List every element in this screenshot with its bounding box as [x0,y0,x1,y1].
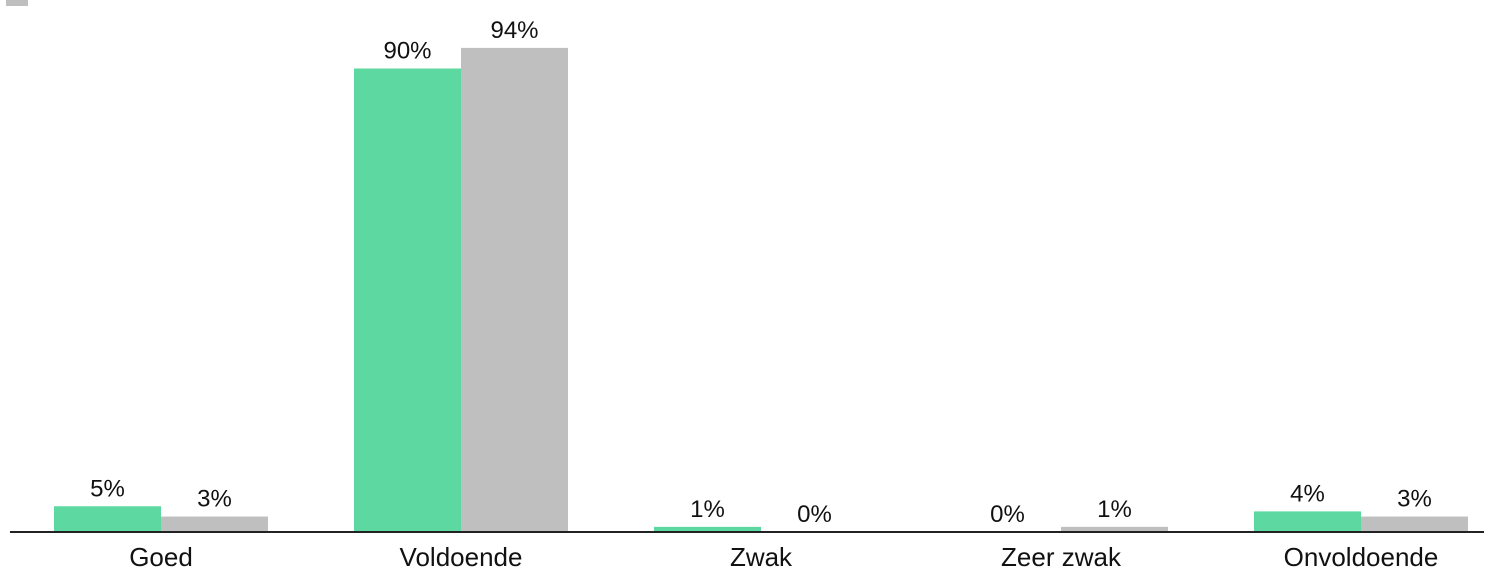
value-label-onvoldoende-series-1: 4% [1290,480,1325,507]
value-label-voldoende-series-2: 94% [490,17,538,44]
x-tick-label-zwak: Zwak [730,542,793,572]
bar-zwak-series-1 [654,526,761,532]
value-label-zwak-series-2: 0% [797,501,832,528]
value-label-goed-series-2: 3% [197,486,232,513]
value-label-goed-series-1: 5% [90,475,125,502]
x-tick-label-voldoende: Voldoende [400,542,523,572]
value-label-zwak-series-1: 1% [690,496,725,523]
x-tick-labels-layer: Goed Voldoende Zwak Zeer zwak Onvoldoende [129,542,1438,572]
bar-zeer-zwak-series-2 [1061,526,1168,532]
bar-onvoldoende-series-1 [1254,511,1361,532]
value-labels-layer: 5% 3% 90% 94% 1% 0% 0% 1% 4% 3% [90,17,1432,528]
bar-voldoende-series-2 [461,47,568,533]
bar-goed-series-1 [54,506,161,532]
x-tick-label-zeer-zwak: Zeer zwak [1001,542,1122,572]
legend-swatch-gray [6,0,28,6]
bar-voldoende-series-1 [354,68,461,532]
value-label-zeer-zwak-series-2: 1% [1097,496,1132,523]
x-tick-label-onvoldoende: Onvoldoende [1284,542,1439,572]
value-label-voldoende-series-1: 90% [383,38,431,65]
x-tick-label-goed: Goed [129,542,193,572]
value-label-zeer-zwak-series-1: 0% [990,501,1025,528]
bar-goed-series-2 [161,516,268,532]
value-label-onvoldoende-series-2: 3% [1397,486,1432,513]
bars-layer [54,47,1468,533]
bar-onvoldoende-series-2 [1361,516,1468,532]
